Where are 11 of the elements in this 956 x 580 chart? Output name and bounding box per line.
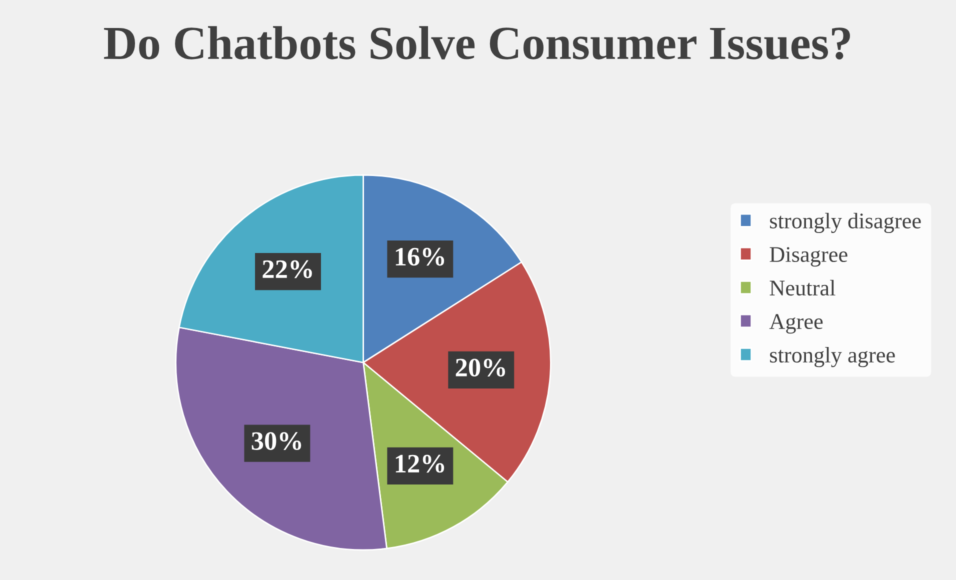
chart-title: Do Chatbots Solve Consumer Issues? [104,26,850,60]
data-label: 16% [396,248,444,266]
legend-label: Agree [769,314,823,334]
data-label: 30% [252,432,302,450]
data-label: 12% [396,454,444,473]
data-label: 22% [262,260,312,278]
data-label: 20% [456,358,506,377]
legend-label: strongly agree [770,346,895,368]
legend-label: Neutral [770,280,836,296]
legend-label: strongly disagree [770,212,921,234]
legend-label: Disagree [770,247,848,267]
